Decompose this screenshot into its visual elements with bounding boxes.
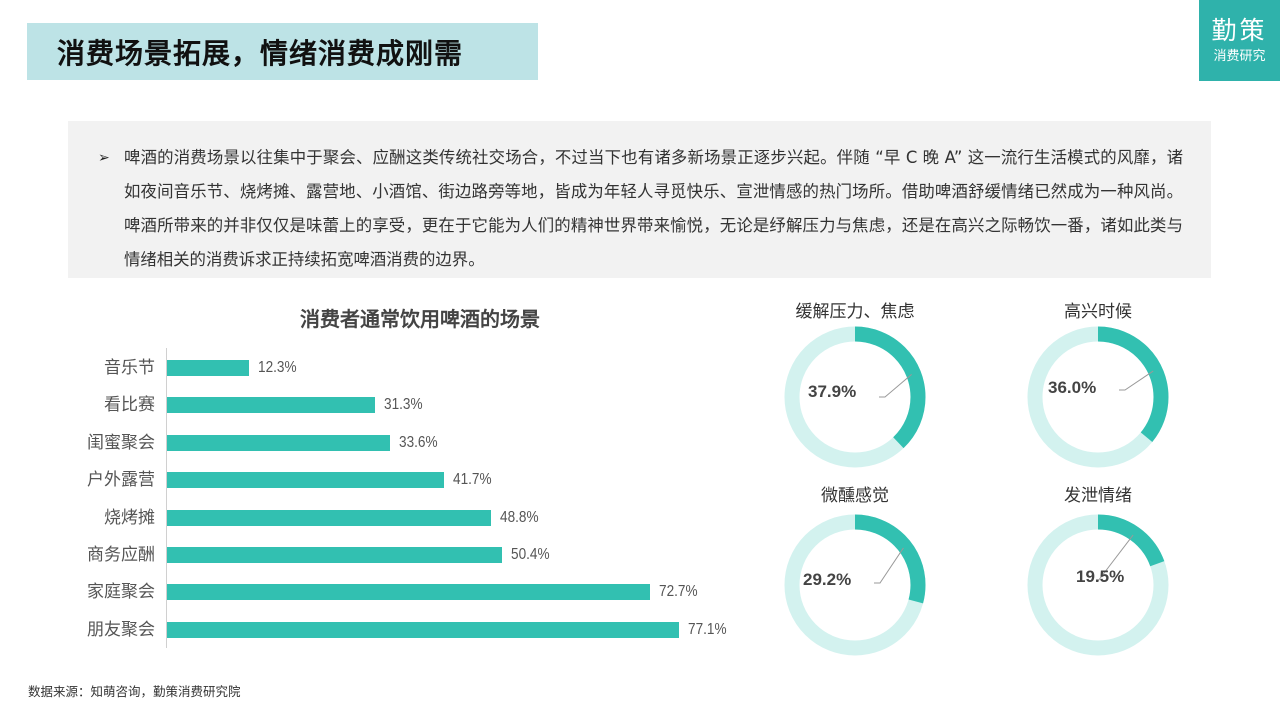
bar-value-label: 31.3% xyxy=(383,396,423,414)
bar-category-label: 闺蜜聚会 xyxy=(87,432,155,453)
bar-value-label: 72.7% xyxy=(658,583,698,601)
bar xyxy=(167,397,375,414)
bar-chart-axis xyxy=(166,348,167,648)
bar xyxy=(167,434,391,451)
bar-row: 商务应酬 50.4% xyxy=(0,545,760,565)
bar-row: 闺蜜聚会 33.6% xyxy=(0,433,760,453)
intro-paragraph: 啤酒的消费场景以往集中于聚会、应酬这类传统社交场合，不过当下也有诸多新场景正逐步… xyxy=(124,148,1183,269)
bar-category-label: 朋友聚会 xyxy=(87,619,155,640)
bar-value-label: 33.6% xyxy=(399,433,438,451)
page-title: 消费场景拓展，情绪消费成刚需 xyxy=(57,36,464,70)
bar-row: 家庭聚会 72.7% xyxy=(0,582,760,602)
bar-row: 户外露营 41.7% xyxy=(0,470,760,490)
donut-chart: 29.2% xyxy=(780,510,930,660)
bar-category-label: 音乐节 xyxy=(104,358,155,378)
bar xyxy=(167,584,650,601)
bar-row: 朋友聚会 77.1% xyxy=(0,620,760,640)
donut-value-label: 37.9% xyxy=(808,382,857,401)
bar-category-label: 家庭聚会 xyxy=(87,582,155,603)
logo-main-text: 勤策 xyxy=(1211,15,1268,45)
arrow-bullet-icon: ➢ xyxy=(98,150,110,166)
donut-title: 缓解压力、焦虑 xyxy=(795,302,915,322)
bar-value-label: 48.8% xyxy=(500,508,539,526)
data-source-note: 数据来源：知萌咨询，勤策消费研究院 xyxy=(28,684,241,699)
donut-chart: 37.9% xyxy=(780,322,930,472)
brand-logo: 勤策 消费研究 xyxy=(1199,0,1280,81)
donut-value-label: 29.2% xyxy=(803,570,852,589)
bar-category-label: 户外露营 xyxy=(87,470,155,491)
bar xyxy=(167,360,249,376)
bar-value-label: 41.7% xyxy=(452,471,492,489)
donut-title: 发泄情绪 xyxy=(1064,486,1132,506)
bar-row: 看比赛 31.3% xyxy=(0,395,760,415)
donut-title: 微醺感觉 xyxy=(821,486,889,506)
bar-value-label: 50.4% xyxy=(510,546,550,563)
donut-chart: 19.5% xyxy=(1023,510,1173,660)
bar-row: 音乐节 12.3% xyxy=(0,358,760,378)
bar-value-label: 12.3% xyxy=(257,359,297,376)
donut-chart: 36.0% xyxy=(1023,322,1173,472)
page-title-banner: 消费场景拓展，情绪消费成刚需 xyxy=(27,23,538,80)
bar xyxy=(167,547,502,563)
bar-row: 烧烤摊 48.8% xyxy=(0,508,760,528)
donut-value-label: 36.0% xyxy=(1048,378,1097,397)
bar-category-label: 商务应酬 xyxy=(87,545,155,565)
intro-text-box: ➢ 啤酒的消费场景以往集中于聚会、应酬这类传统社交场合，不过当下也有诸多新场景正… xyxy=(68,121,1211,278)
bar-value-label: 77.1% xyxy=(687,620,727,638)
bar xyxy=(167,472,444,489)
bar-category-label: 烧烤摊 xyxy=(104,507,155,528)
donut-title: 高兴时候 xyxy=(1064,302,1132,322)
bar-chart-title: 消费者通常饮用啤酒的场景 xyxy=(300,307,540,331)
bar xyxy=(167,621,679,638)
donut-value-label: 19.5% xyxy=(1076,567,1125,586)
bar xyxy=(167,509,492,526)
bar-category-label: 看比赛 xyxy=(104,395,155,416)
logo-sub-text: 消费研究 xyxy=(1213,48,1266,64)
